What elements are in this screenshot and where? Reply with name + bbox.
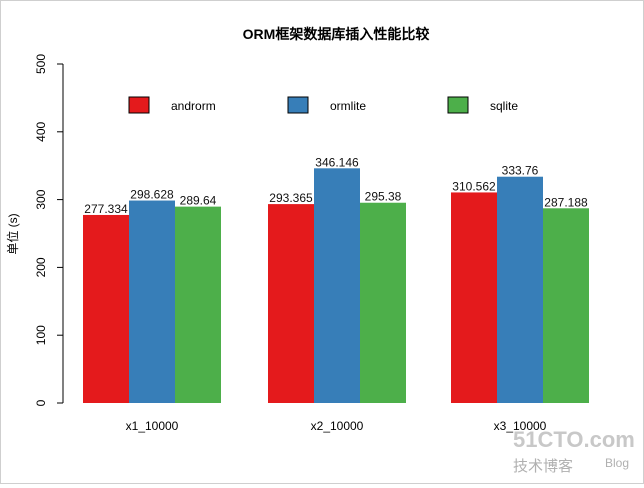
legend-label: androrm — [171, 99, 216, 113]
y-tick-label: 400 — [34, 121, 48, 141]
y-tick-label: 500 — [34, 54, 48, 74]
bar-value-label: 287.188 — [544, 195, 588, 209]
watermark-logo-text: 51CTO.com — [513, 427, 635, 452]
y-axis-label: 单位 (s) — [5, 213, 20, 254]
watermark-logo: 51CTO.com 技术博客 Blog — [513, 427, 635, 475]
x-tick-label: x1_10000 — [126, 419, 179, 433]
bar — [129, 200, 175, 403]
bar-value-label: 295.38 — [365, 190, 402, 204]
bar — [451, 192, 497, 403]
legend-swatch — [447, 96, 469, 114]
bar — [360, 202, 406, 403]
watermark-subtitle: 技术博客 — [513, 457, 573, 475]
x-axis-tick-labels: x1_10000 x2_10000 x3_10000 — [126, 419, 547, 433]
bar — [175, 206, 221, 403]
bar-value-label: 333.76 — [502, 164, 539, 178]
bar-value-label: 289.64 — [180, 194, 217, 208]
legend-swatch — [287, 96, 309, 114]
y-tick-label: 100 — [34, 325, 48, 345]
bar — [268, 204, 314, 403]
watermark-blog-text: Blog — [605, 456, 629, 470]
legend: androrm ormlite sqlite — [128, 96, 518, 114]
legend-swatch — [128, 96, 150, 114]
x-tick-label: x3_10000 — [494, 419, 547, 433]
legend-label: ormlite — [330, 99, 366, 113]
bar-value-label: 310.562 — [452, 179, 496, 193]
bar — [83, 214, 129, 403]
y-axis: 0 100 200 300 400 500 — [34, 54, 64, 406]
bar-value-label: 277.334 — [84, 202, 128, 216]
legend-label: sqlite — [490, 99, 518, 113]
bar — [497, 176, 543, 403]
x-tick-label: x2_10000 — [311, 419, 364, 433]
bar — [543, 208, 589, 403]
bar-value-label: 298.628 — [130, 188, 174, 202]
bar-value-label: 293.365 — [269, 191, 313, 205]
bar-value-label: 346.146 — [315, 155, 359, 169]
bar — [314, 168, 360, 403]
chart-title: ORM框架数据库插入性能比较 — [243, 26, 430, 42]
y-tick-label: 200 — [34, 257, 48, 277]
y-tick-label: 300 — [34, 189, 48, 209]
y-tick-label: 0 — [34, 399, 48, 406]
